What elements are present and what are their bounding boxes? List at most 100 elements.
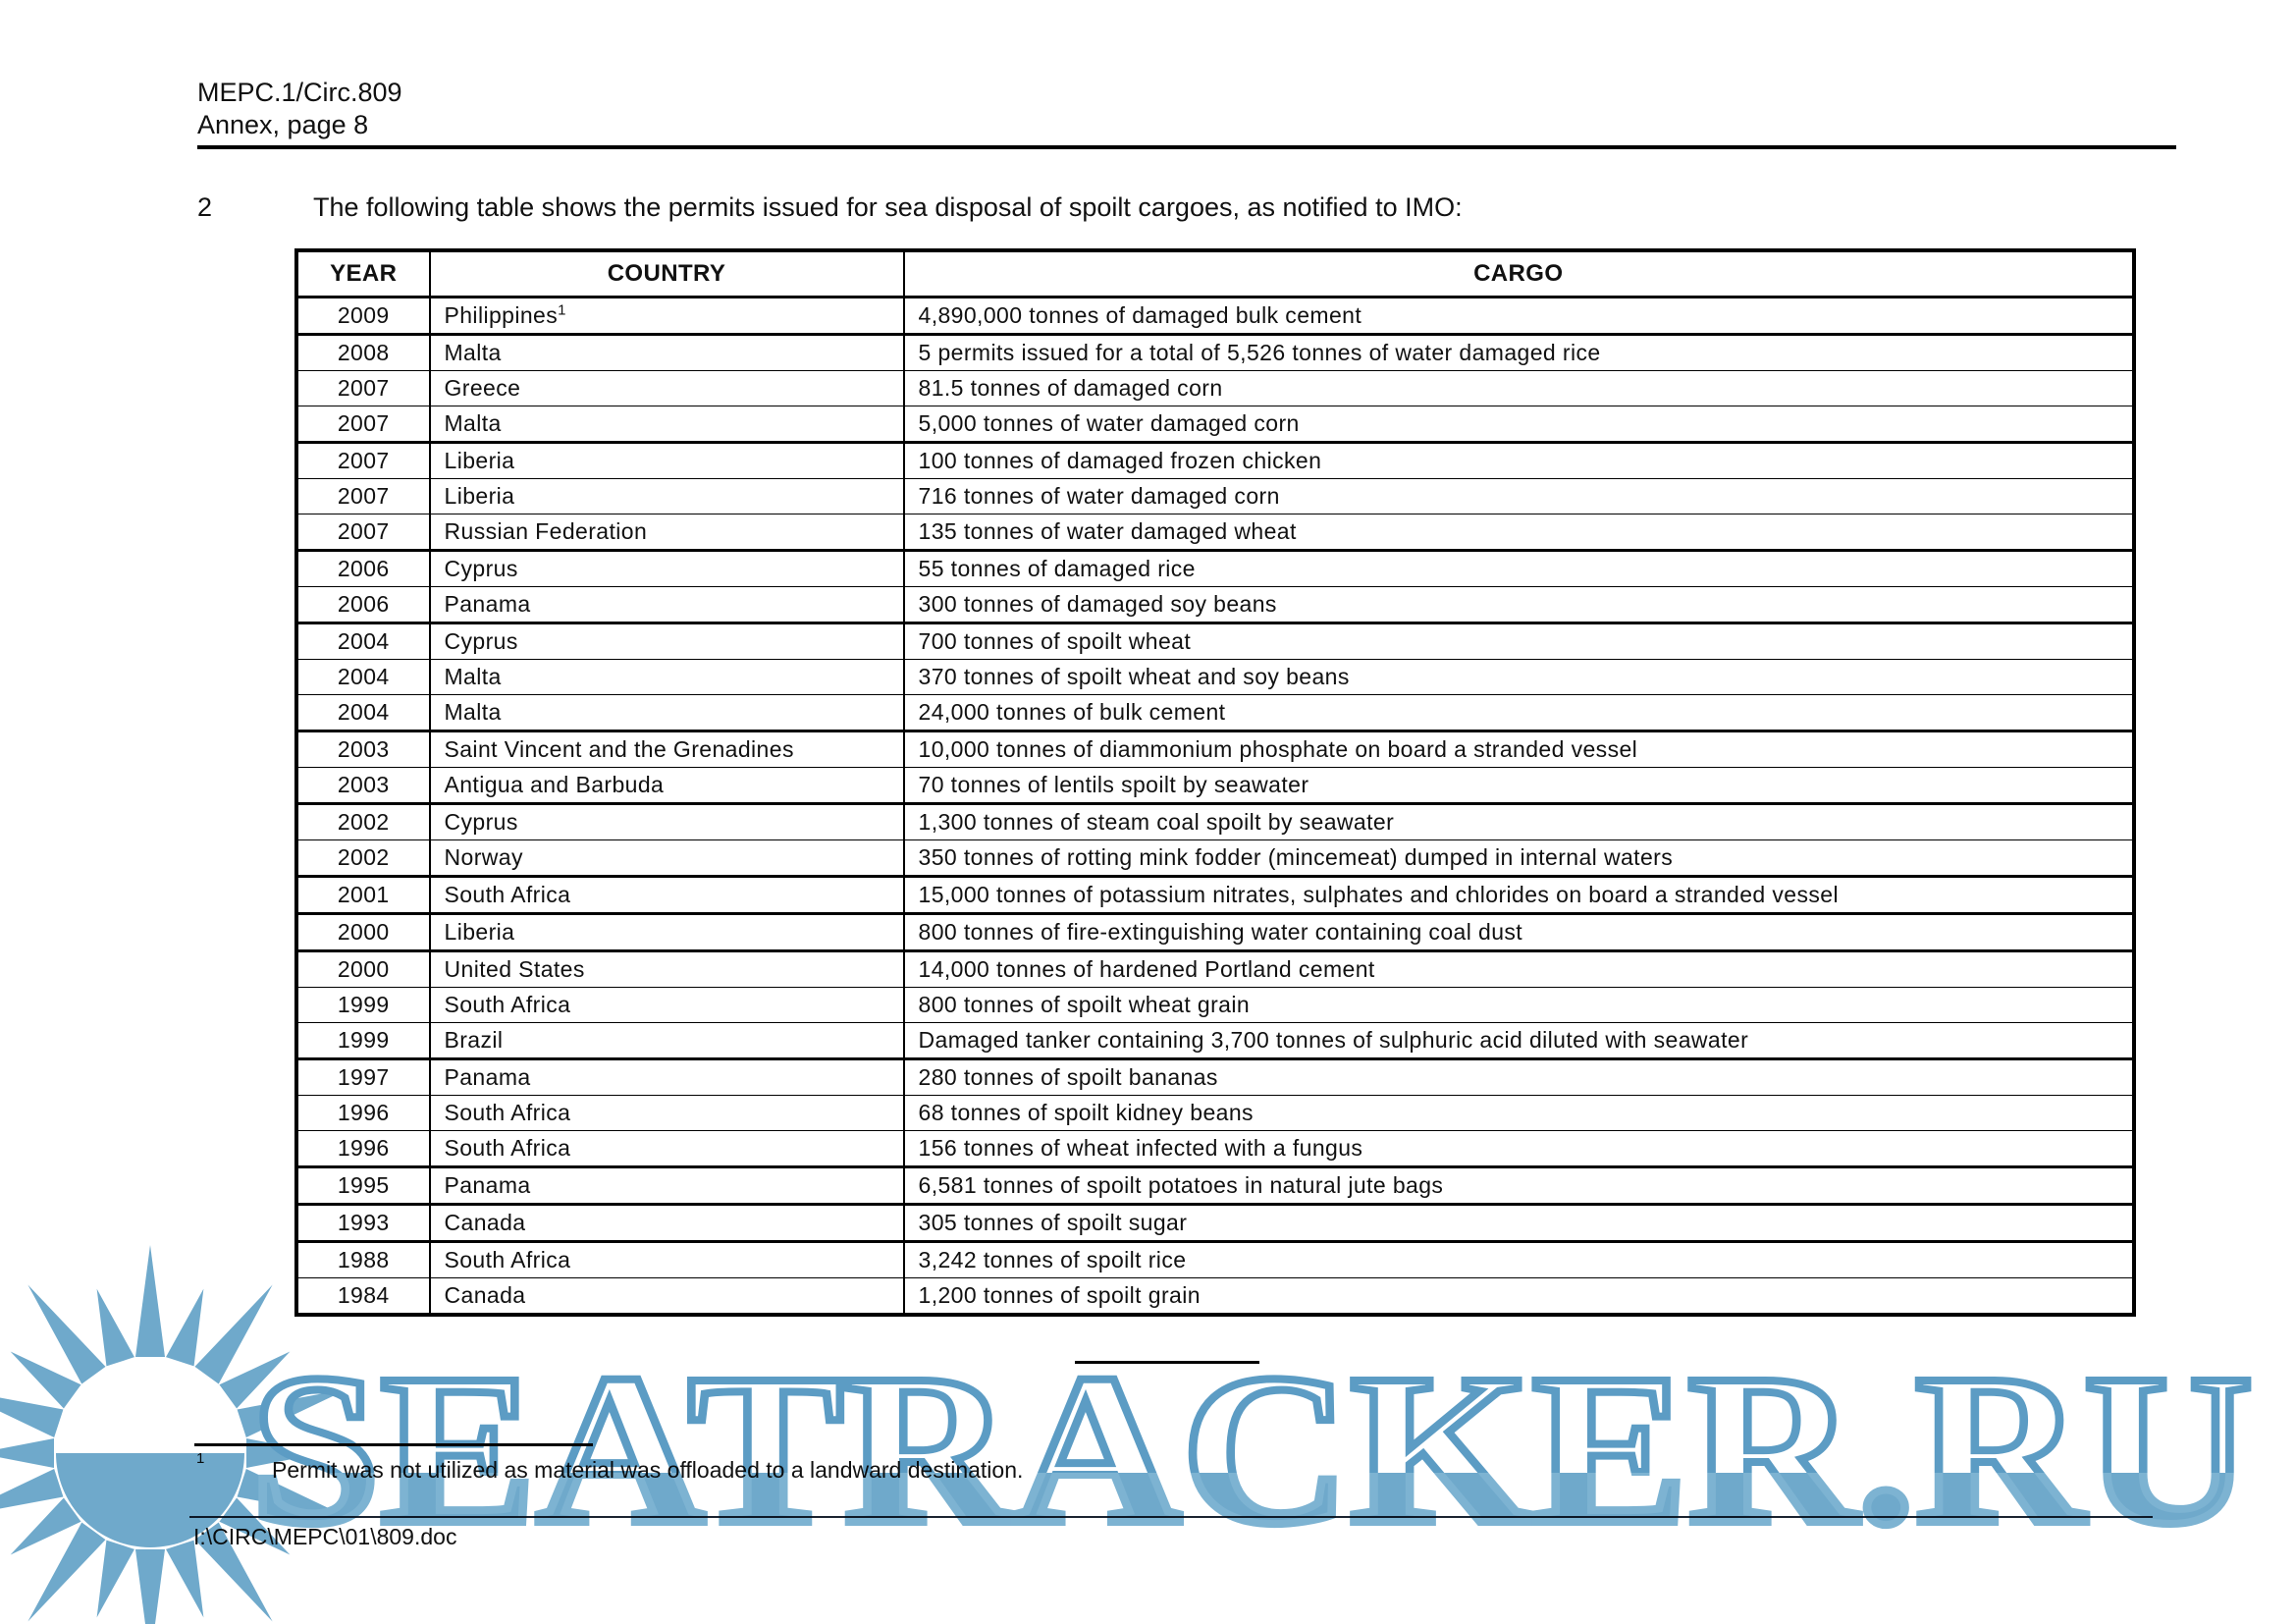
country-cell: Brazil — [430, 1023, 904, 1059]
watermark-text-outline: SEATRACKER.RU — [250, 1329, 2253, 1569]
country-cell: Liberia — [430, 443, 904, 479]
table-row: 2000Liberia800 tonnes of fire-extinguish… — [297, 914, 2134, 951]
cargo-cell: Damaged tanker containing 3,700 tonnes o… — [904, 1023, 2134, 1059]
cargo-cell: 370 tonnes of spoilt wheat and soy beans — [904, 660, 2134, 695]
table-row: 2009Philippines14,890,000 tonnes of dama… — [297, 298, 2134, 335]
intro-paragraph: The following table shows the permits is… — [313, 192, 1463, 223]
table-row: 2004Cyprus700 tonnes of spoilt wheat — [297, 623, 2134, 660]
year-cell: 2007 — [297, 514, 430, 551]
country-cell: Panama — [430, 1167, 904, 1205]
cargo-cell: 5 permits issued for a total of 5,526 to… — [904, 335, 2134, 371]
year-cell: 2007 — [297, 371, 430, 406]
permits-table: YEAR COUNTRY CARGO 2009Philippines14,890… — [295, 249, 2135, 1316]
cargo-cell: 800 tonnes of spoilt wheat grain — [904, 988, 2134, 1023]
country-cell: Malta — [430, 335, 904, 371]
sun-ray — [194, 1276, 284, 1384]
cargo-cell: 1,200 tonnes of spoilt grain — [904, 1278, 2134, 1315]
table-row: 2001South Africa15,000 tonnes of potassi… — [297, 877, 2134, 914]
country-cell: Malta — [430, 695, 904, 731]
year-cell: 2007 — [297, 406, 430, 443]
table-row: 1996South Africa68 tonnes of spoilt kidn… — [297, 1096, 2134, 1131]
sun-ray — [135, 1549, 165, 1624]
country-cell: Canada — [430, 1205, 904, 1242]
annex-page-line: Annex, page 8 — [197, 109, 402, 141]
country-cell: South Africa — [430, 988, 904, 1023]
paragraph-number: 2 — [197, 192, 212, 223]
column-header-year: YEAR — [297, 251, 430, 298]
year-cell: 2002 — [297, 804, 430, 840]
file-path: I:\CIRC\MEPC\01\809.doc — [193, 1524, 456, 1550]
cargo-cell: 716 tonnes of water damaged corn — [904, 479, 2134, 514]
sun-ray — [16, 1522, 105, 1624]
year-cell: 1993 — [297, 1205, 430, 1242]
country-cell: Liberia — [430, 479, 904, 514]
country-cell: South Africa — [430, 1096, 904, 1131]
year-cell: 2009 — [297, 298, 430, 335]
country-cell: South Africa — [430, 877, 904, 914]
year-cell: 2004 — [297, 660, 430, 695]
table-row: 1995Panama6,581 tonnes of spoilt potatoe… — [297, 1167, 2134, 1205]
country-cell: Canada — [430, 1278, 904, 1315]
cargo-cell: 15,000 tonnes of potassium nitrates, sul… — [904, 877, 2134, 914]
cargo-cell: 280 tonnes of spoilt bananas — [904, 1059, 2134, 1096]
cargo-cell: 1,300 tonnes of steam coal spoilt by sea… — [904, 804, 2134, 840]
cargo-cell: 55 tonnes of damaged rice — [904, 551, 2134, 587]
table-row: 2003Antigua and Barbuda70 tonnes of lent… — [297, 768, 2134, 804]
country-cell: Panama — [430, 1059, 904, 1096]
footnote-reference: 1 — [558, 301, 566, 318]
watermark-text-solid: SEATRACKER.RU — [250, 1329, 2253, 1569]
table-row: 2002Norway350 tonnes of rotting mink fod… — [297, 840, 2134, 877]
year-cell: 1988 — [297, 1242, 430, 1278]
country-cell: Liberia — [430, 914, 904, 951]
table-row: 2007Greece81.5 tonnes of damaged corn — [297, 371, 2134, 406]
year-cell: 1999 — [297, 1023, 430, 1059]
column-header-country: COUNTRY — [430, 251, 904, 298]
sun-ray — [2, 1339, 81, 1408]
country-cell: United States — [430, 951, 904, 988]
page-header: MEPC.1/Circ.809 Annex, page 8 — [197, 77, 402, 141]
year-cell: 2006 — [297, 551, 430, 587]
table-row: 1999BrazilDamaged tanker containing 3,70… — [297, 1023, 2134, 1059]
year-cell: 2003 — [297, 768, 430, 804]
table-row: 2007Malta5,000 tonnes of water damaged c… — [297, 406, 2134, 443]
year-cell: 1997 — [297, 1059, 430, 1096]
country-cell: Russian Federation — [430, 514, 904, 551]
cargo-cell: 24,000 tonnes of bulk cement — [904, 695, 2134, 731]
year-cell: 1999 — [297, 988, 430, 1023]
year-cell: 2007 — [297, 479, 430, 514]
doc-reference: MEPC.1/Circ.809 — [197, 77, 402, 109]
country-cell: Greece — [430, 371, 904, 406]
table-header-row: YEAR COUNTRY CARGO — [297, 251, 2134, 298]
cargo-cell: 300 tonnes of damaged soy beans — [904, 587, 2134, 623]
country-cell: Malta — [430, 406, 904, 443]
sun-ray — [135, 1245, 165, 1357]
footer-rule — [189, 1516, 2153, 1518]
country-cell: Malta — [430, 660, 904, 695]
year-cell: 2002 — [297, 840, 430, 877]
table-row: 2006Panama300 tonnes of damaged soy bean… — [297, 587, 2134, 623]
sun-ray — [82, 1284, 134, 1366]
country-cell: Cyprus — [430, 551, 904, 587]
year-cell: 2003 — [297, 731, 430, 768]
sun-ray — [0, 1375, 63, 1437]
year-cell: 2004 — [297, 695, 430, 731]
table-row: 2008Malta5 permits issued for a total of… — [297, 335, 2134, 371]
year-cell: 1995 — [297, 1167, 430, 1205]
table-row: 1993Canada305 tonnes of spoilt sugar — [297, 1205, 2134, 1242]
country-cell: Saint Vincent and the Grenadines — [430, 731, 904, 768]
table-row: 2003Saint Vincent and the Grenadines10,0… — [297, 731, 2134, 768]
year-cell: 1996 — [297, 1096, 430, 1131]
cargo-cell: 6,581 tonnes of spoilt potatoes in natur… — [904, 1167, 2134, 1205]
country-cell: South Africa — [430, 1242, 904, 1278]
country-cell: Cyprus — [430, 623, 904, 660]
header-rule — [197, 145, 2176, 149]
year-cell: 2008 — [297, 335, 430, 371]
sun-ray — [238, 1375, 353, 1437]
sun-ray — [166, 1284, 218, 1366]
sun-ray — [0, 1438, 54, 1468]
country-cell: Cyprus — [430, 804, 904, 840]
column-header-cargo: CARGO — [904, 251, 2134, 298]
cargo-cell: 350 tonnes of rotting mink fodder (mince… — [904, 840, 2134, 877]
table-row: 1999South Africa800 tonnes of spoilt whe… — [297, 988, 2134, 1023]
year-cell: 1984 — [297, 1278, 430, 1315]
